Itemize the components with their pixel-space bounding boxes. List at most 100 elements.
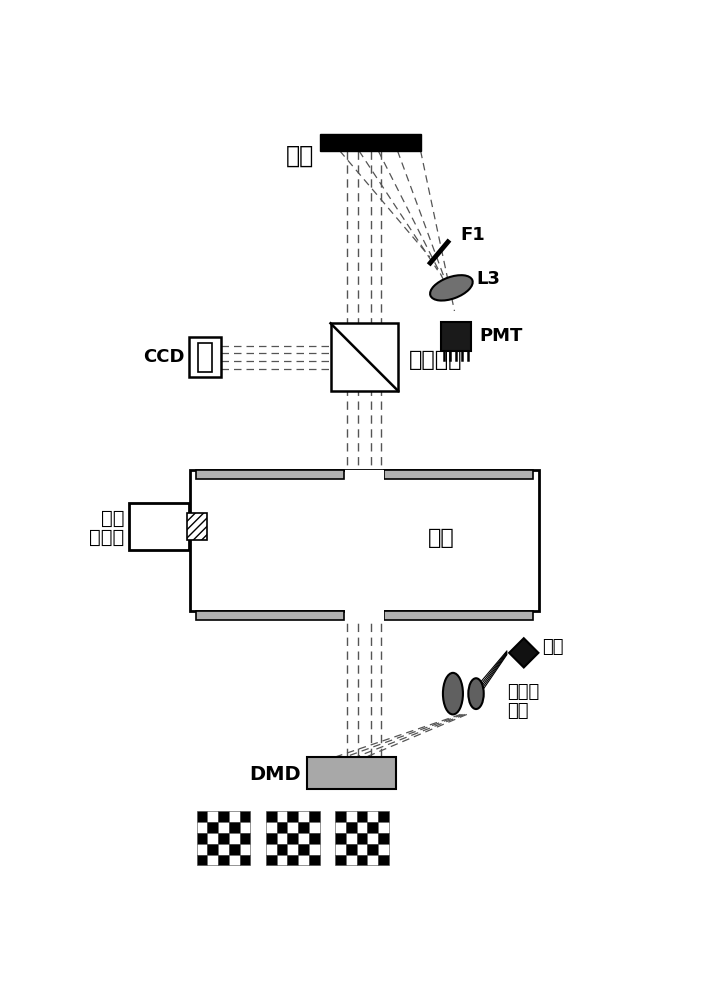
Bar [357,811,368,822]
Bar [335,811,346,822]
Bar [266,811,276,822]
Text: 风扇: 风扇 [428,528,455,548]
Bar [441,322,471,351]
Bar [187,513,207,540]
Bar [198,343,212,372]
Text: DMD: DMD [249,765,301,784]
Bar [190,470,539,611]
Bar [196,822,207,833]
Bar [346,811,357,822]
Bar [335,855,346,865]
Bar [229,844,240,855]
Bar [309,833,320,844]
Text: PMT: PMT [479,327,523,345]
Bar [276,855,287,865]
Bar [188,337,221,377]
Bar [378,822,389,833]
Bar [240,844,251,855]
Bar [196,811,207,822]
Bar [266,855,276,865]
Bar [298,844,309,855]
Bar [331,323,398,391]
Bar [357,822,368,833]
Bar [287,844,298,855]
Bar [207,822,218,833]
Bar [309,822,320,833]
Bar [287,822,298,833]
Bar [368,811,378,822]
Text: 生器: 生器 [101,509,124,528]
Bar [218,844,229,855]
Bar [276,844,287,855]
Ellipse shape [430,275,473,301]
Bar [266,844,276,855]
Bar [240,822,251,833]
Bar [218,855,229,865]
Bar [307,757,396,789]
Bar [229,811,240,822]
Bar [378,833,389,844]
Bar [196,855,207,865]
Bar [266,822,276,833]
Bar [378,811,389,822]
Bar [229,855,240,865]
Text: F1: F1 [461,227,486,244]
Bar [378,855,389,865]
Bar [196,833,207,844]
Bar [276,811,287,822]
Polygon shape [509,638,538,667]
Bar [298,811,309,822]
Bar [298,822,309,833]
Text: 激光: 激光 [542,638,564,656]
Bar [287,855,298,865]
Bar [335,822,346,833]
Bar [346,855,357,865]
Text: 扩束透: 扩束透 [507,683,539,701]
Bar [196,844,207,855]
Bar [240,855,251,865]
Ellipse shape [443,673,463,714]
Bar [378,844,389,855]
Bar [357,833,368,844]
Text: 镜组: 镜组 [507,702,528,720]
Bar [129,503,188,550]
Bar [357,844,368,855]
Text: 烟雾发: 烟雾发 [89,528,124,547]
Text: L3: L3 [476,270,500,288]
Bar [207,844,218,855]
Bar [345,470,383,480]
Bar [335,833,346,844]
Bar [207,855,218,865]
Bar [196,470,343,479]
Bar [383,470,533,479]
Bar [368,822,378,833]
Bar [287,811,298,822]
Bar [345,610,383,620]
Bar [276,822,287,833]
Bar [218,833,229,844]
Bar [218,811,229,822]
Bar [207,833,218,844]
Bar [368,844,378,855]
Bar [368,855,378,865]
Bar [207,811,218,822]
Bar [240,811,251,822]
Bar [368,833,378,844]
Bar [357,855,368,865]
Bar [383,611,533,620]
Bar [309,844,320,855]
Bar [335,844,346,855]
Bar [298,855,309,865]
Text: 目标: 目标 [286,144,314,168]
Bar [298,833,309,844]
Bar [309,855,320,865]
Bar [218,822,229,833]
Text: 分光棱镜: 分光棱镜 [409,350,463,370]
Bar [346,844,357,855]
Text: CCD: CCD [143,348,184,366]
Bar [287,833,298,844]
Bar [276,833,287,844]
Bar [229,833,240,844]
Bar [229,822,240,833]
Ellipse shape [468,678,484,709]
